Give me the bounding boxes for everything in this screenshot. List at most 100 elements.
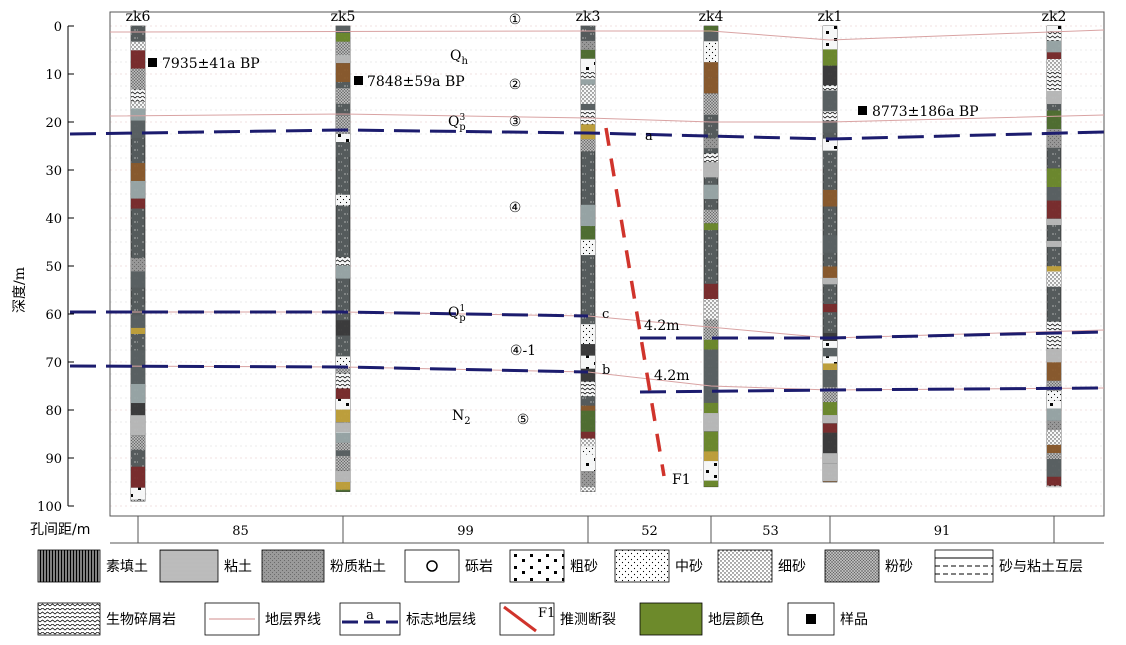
- legend-item: 细砂: [717, 549, 806, 583]
- borehole-band: [131, 304, 145, 316]
- borehole-band: [131, 68, 145, 90]
- borehole-band: [1047, 408, 1061, 421]
- borehole-band: [336, 63, 350, 83]
- borehole-band: [581, 103, 595, 111]
- stratum-boundary: [109, 113, 1105, 123]
- borehole-label: zk1: [818, 9, 843, 25]
- borehole-band: [336, 373, 350, 389]
- borehole-band: [336, 82, 350, 89]
- borehole-band: [823, 432, 837, 454]
- legend-item: 地层界线: [204, 602, 321, 636]
- borehole-band: [131, 383, 145, 404]
- borehole-band: [823, 415, 837, 424]
- borehole-band: [1047, 26, 1061, 32]
- borehole-band: [336, 335, 350, 357]
- borehole-band: [1047, 380, 1061, 392]
- borehole-band: [823, 340, 837, 348]
- y-axis-label: 深度/m: [12, 267, 28, 313]
- borehole-band: [1047, 453, 1061, 460]
- legend-label: 粉砂: [885, 559, 913, 575]
- legend-item: 中砂: [614, 549, 703, 583]
- borehole-band: [1047, 218, 1061, 226]
- borehole-band: [336, 432, 350, 443]
- borehole-band: [1047, 91, 1061, 105]
- borehole-band: [1047, 485, 1061, 487]
- legend-item: 素填土: [37, 549, 148, 583]
- borehole-band: [581, 446, 595, 455]
- y-tick-label: 40: [45, 212, 62, 227]
- legend-symbol: [426, 560, 438, 572]
- borehole-band: [131, 198, 145, 209]
- borehole-band: [336, 55, 350, 64]
- borehole-band: [704, 349, 718, 368]
- borehole-band: [131, 415, 145, 436]
- spacing-value: 85: [232, 524, 249, 539]
- borehole-band: [823, 453, 837, 464]
- borehole-band: [131, 163, 145, 181]
- legend-swatch: [404, 549, 460, 583]
- borehole-band: [581, 410, 595, 432]
- borehole-band: [131, 333, 145, 351]
- borehole-band: [704, 148, 718, 154]
- legend-item: 砂与粘土互层: [934, 549, 1083, 583]
- borehole-band: [131, 327, 145, 334]
- borehole-band: [704, 367, 718, 385]
- legend-symbol: [806, 614, 816, 624]
- borehole-band: [1047, 391, 1061, 401]
- borehole-band: [336, 409, 350, 423]
- y-tick-label: 60: [45, 308, 62, 323]
- borehole-band: [704, 114, 718, 121]
- borehole-band: [581, 49, 595, 59]
- y-tick-label: 20: [45, 116, 62, 131]
- borehole-band: [823, 481, 837, 482]
- borehole-band: [336, 388, 350, 399]
- borehole-band: [581, 381, 595, 397]
- y-tick-label: 70: [45, 356, 62, 371]
- layer-labels: ① ② ③ ④ ④-1 ⑤: [509, 12, 536, 428]
- borehole-band: [336, 142, 350, 157]
- legend-swatch: [824, 549, 880, 583]
- borehole-band: [1047, 71, 1061, 92]
- borehole-band: [581, 344, 595, 356]
- y-tick-label: 90: [45, 452, 62, 467]
- borehole-band: [1047, 362, 1061, 381]
- borehole-band: [581, 405, 595, 411]
- borehole-band: [823, 423, 837, 433]
- borehole-band: [823, 235, 837, 253]
- borehole-band: [823, 347, 837, 357]
- borehole-band: [581, 317, 595, 325]
- sample-date-zk6: 7935±41a BP: [162, 56, 260, 72]
- borehole-band: [131, 50, 145, 69]
- borehole-band: [704, 138, 718, 149]
- legend-swatch: [339, 602, 401, 636]
- borehole-band: [581, 40, 595, 50]
- stratum-boundaries: [109, 29, 1105, 391]
- layer-label: ④: [509, 200, 522, 216]
- layer-label: ①: [509, 12, 522, 28]
- borehole-band: [336, 450, 350, 456]
- marker-c-label: c: [602, 307, 609, 322]
- borehole-band: [823, 65, 837, 86]
- spacing-value: 91: [934, 524, 951, 539]
- legend-label: 砂与粘土互层: [999, 559, 1083, 575]
- borehole-band: [336, 356, 350, 369]
- borehole-band: [336, 489, 350, 492]
- offset-c-label: 4.2m: [644, 318, 680, 334]
- legend-item: 地层颜色: [639, 602, 764, 636]
- borehole-band: [1047, 187, 1061, 201]
- borehole-band: [704, 402, 718, 414]
- sample-date-zk5: 7848±59a BP: [367, 74, 465, 90]
- borehole-band: [336, 194, 350, 206]
- borehole-band: [823, 266, 837, 278]
- y-tick-label: 10: [45, 68, 62, 83]
- legend-label: 粉质粘土: [330, 559, 386, 575]
- layer-label: ②: [509, 77, 522, 93]
- legend-item: 生物碎屑岩: [37, 602, 176, 636]
- borehole-band: [1047, 40, 1061, 53]
- borehole-band: [704, 153, 718, 163]
- stratum-qp3: Q3 p: [448, 113, 466, 133]
- stratum-qh: Qh: [450, 48, 468, 67]
- borehole-band: [704, 461, 718, 481]
- borehole-zk4: zk4: [699, 9, 723, 488]
